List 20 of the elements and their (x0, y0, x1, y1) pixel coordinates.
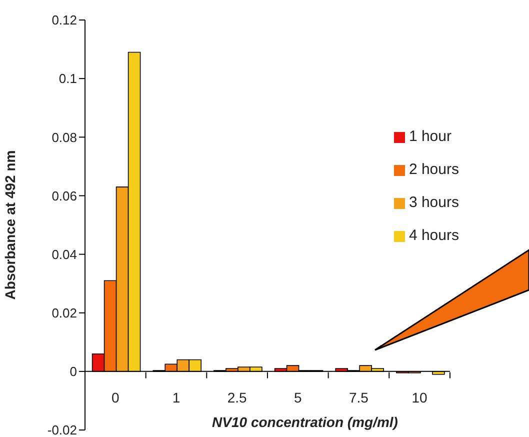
legend-label: 4 hours (408, 227, 459, 244)
y-tick-label: 0.02 (52, 305, 77, 320)
x-tick-label: 7.5 (348, 389, 369, 406)
y-tick-label: 0.08 (52, 130, 77, 145)
y-tick-label: 0.1 (58, 71, 77, 86)
x-tick-label: 10 (412, 389, 428, 406)
y-tick-label: 0.06 (52, 188, 77, 204)
x-tick-label: 1 (172, 389, 180, 406)
x-tick-label: 5 (294, 389, 302, 406)
legend-label: 2 hours (408, 161, 459, 178)
y-tick-label: 0.12 (52, 12, 77, 28)
y-tick-label: 0 (70, 364, 77, 380)
y-tick-label: 0.04 (52, 246, 77, 262)
x-tick-label: 0 (112, 389, 120, 406)
legend-label: 3 hours (408, 194, 459, 211)
legend-label: 1 hour (408, 128, 452, 145)
y-axis-title: Absorbance at 492 nm (2, 150, 18, 300)
x-tick-label: 2.5 (227, 389, 248, 406)
x-axis-title: NV10 concentration (mg/ml) (211, 414, 399, 430)
y-tick-label: -0.02 (47, 422, 77, 437)
